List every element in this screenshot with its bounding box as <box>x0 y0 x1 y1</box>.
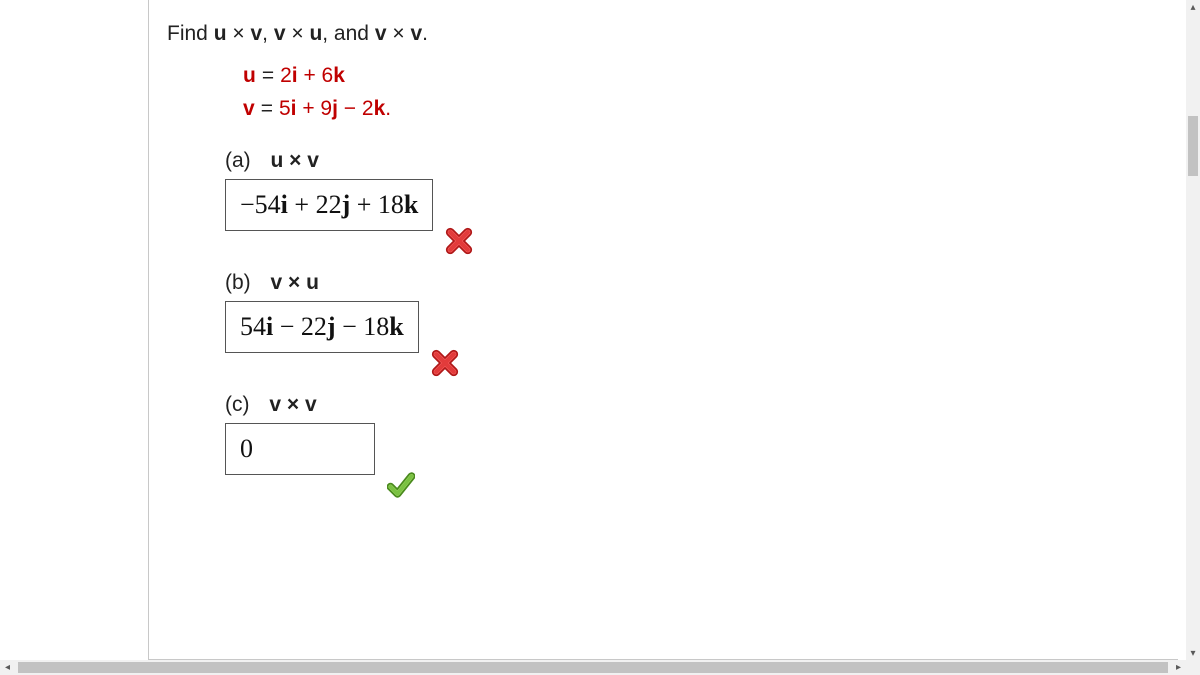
part-b-answer: 54i − 22j − 18k <box>240 312 404 342</box>
part-a-label: (a) u × v <box>225 149 1160 173</box>
scrollbar-corner <box>1186 660 1200 675</box>
part-a-answer-row: −54i + 22j + 18k <box>225 179 1160 231</box>
prompt-times2: × <box>286 22 310 45</box>
part-a-expr: u × v <box>271 149 319 172</box>
prompt-u2: u <box>309 22 322 45</box>
part-c-expr: v × v <box>269 393 316 416</box>
part-letter: (b) <box>225 271 251 294</box>
prompt-times: × <box>227 22 251 45</box>
part-b-label: (b) v × u <box>225 271 1160 295</box>
vertical-scrollbar[interactable]: ▴ ▾ <box>1186 0 1200 660</box>
part-c-answer-box[interactable]: 0 <box>225 423 375 475</box>
vector-u-expr: 2i + 6k <box>280 64 345 87</box>
part-b-answer-row: 54i − 22j − 18k <box>225 301 1160 353</box>
vector-u-label: u <box>243 64 256 87</box>
scroll-right-icon[interactable]: ▸ <box>1171 660 1186 675</box>
part-b-expr: v × u <box>271 271 319 294</box>
part-letter: (c) <box>225 393 250 416</box>
prompt-sep: , <box>262 22 274 45</box>
question-prompt: Find u × v, v × u, and v × v. <box>167 22 1160 46</box>
correct-icon <box>387 471 415 499</box>
part-a: (a) u × v −54i + 22j + 18k <box>225 149 1160 231</box>
part-c-answer: 0 <box>240 434 253 464</box>
prompt-u: u <box>214 22 227 45</box>
scroll-up-icon[interactable]: ▴ <box>1186 0 1200 14</box>
part-b: (b) v × u 54i − 22j − 18k <box>225 271 1160 353</box>
vector-v-expr: 5i + 9j − 2k. <box>279 97 391 120</box>
prompt-v2: v <box>274 22 286 45</box>
prompt-tail: . <box>422 22 428 45</box>
vector-v-label: v <box>243 97 255 120</box>
prompt-v: v <box>250 22 262 45</box>
part-c-answer-row: 0 <box>225 423 1160 475</box>
vertical-scroll-thumb[interactable] <box>1188 116 1198 176</box>
vector-u-line: u = 2i + 6k <box>243 60 1160 93</box>
horizontal-scrollbar[interactable]: ◂ ▸ <box>0 660 1186 675</box>
prompt-v3: v <box>375 22 387 45</box>
prompt-text: Find <box>167 22 214 45</box>
scroll-down-icon[interactable]: ▾ <box>1186 646 1200 660</box>
given-vectors: u=2i + 6k v=5i + 9j − 2k. <box>243 60 1160 125</box>
question-frame: Find u × v, v × u, and v × v. u=2i + 6k … <box>148 0 1178 660</box>
wrong-icon <box>445 227 473 255</box>
vector-v-line: v = 5i + 9j − 2k. <box>243 93 1160 126</box>
prompt-v4: v <box>410 22 422 45</box>
part-a-answer: −54i + 22j + 18k <box>240 190 418 220</box>
answer-parts: (a) u × v −54i + 22j + 18k (b) v × u 54i… <box>225 149 1160 475</box>
part-c: (c) v × v 0 <box>225 393 1160 475</box>
part-letter: (a) <box>225 149 251 172</box>
part-a-answer-box[interactable]: −54i + 22j + 18k <box>225 179 433 231</box>
equals-sign: = <box>261 97 273 120</box>
prompt-times3: × <box>387 22 411 45</box>
part-b-answer-box[interactable]: 54i − 22j − 18k <box>225 301 419 353</box>
part-c-label: (c) v × v <box>225 393 1160 417</box>
horizontal-scroll-thumb[interactable] <box>18 662 1168 673</box>
prompt-sep2: , and <box>322 22 375 45</box>
equals-sign: = <box>262 64 274 87</box>
wrong-icon <box>431 349 459 377</box>
scroll-left-icon[interactable]: ◂ <box>0 660 15 675</box>
